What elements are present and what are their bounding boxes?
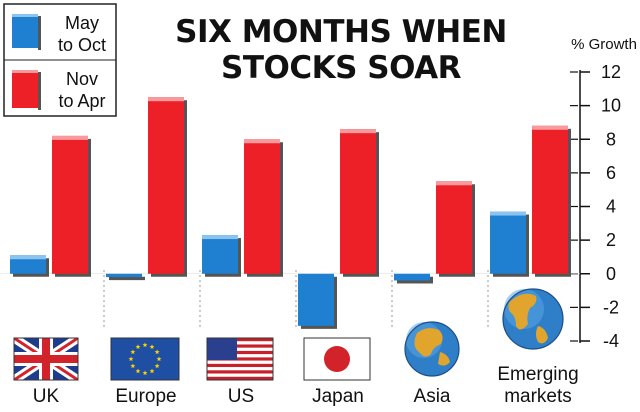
legend-label-may-oct-line-2: to Oct xyxy=(58,35,106,55)
chart-title-line-1: SIX MONTHS WHEN xyxy=(175,14,507,50)
y-axis-label: % Growth xyxy=(571,36,637,53)
y-tick-label: 8 xyxy=(606,129,616,149)
eu-flag-icon xyxy=(110,337,180,381)
category-dividers xyxy=(103,270,489,330)
legend: May to Oct Nov to Apr xyxy=(3,3,117,117)
globe-asia-icon xyxy=(404,321,460,377)
bars xyxy=(0,97,580,329)
bar-nov-apr-us xyxy=(244,139,283,277)
y-tick-label: -2 xyxy=(603,297,619,317)
bar-may-oct-us xyxy=(202,235,241,277)
y-tick-label: 0 xyxy=(606,264,616,284)
bar-may-oct-europe xyxy=(106,273,145,281)
category-label-europe: Europe xyxy=(115,386,176,407)
category-label-asia: Asia xyxy=(414,386,451,407)
uk-flag-icon xyxy=(13,337,79,381)
y-tick-label: -4 xyxy=(603,331,619,351)
bar-may-oct-emerging-markets xyxy=(490,211,529,277)
bar-may-oct-japan xyxy=(298,273,337,329)
y-tick-label: 6 xyxy=(606,163,616,183)
globe-americas-icon xyxy=(502,288,564,350)
legend-label-may-oct-line-1: May xyxy=(65,13,99,33)
bar-nov-apr-japan xyxy=(340,129,379,277)
category-label-japan: Japan xyxy=(312,386,364,407)
y-tick-label: 12 xyxy=(601,62,621,82)
category-label-emerging-markets: Emerging markets xyxy=(497,364,578,407)
y-tick-label: 10 xyxy=(601,96,621,116)
legend-swatch-nov-apr xyxy=(12,70,41,110)
chart-title-line-2: STOCKS SOAR xyxy=(221,50,462,86)
legend-label-nov-apr-line-1: Nov xyxy=(66,69,98,89)
y-tick-label: 4 xyxy=(606,197,616,217)
category-label-us: US xyxy=(228,386,254,407)
bar-nov-apr-emerging-markets xyxy=(532,125,571,277)
bar-may-oct-uk xyxy=(10,255,49,277)
y-axis-ticks: 12 10 8 6 4 2 0 -2 -4 xyxy=(570,62,621,351)
bar-nov-apr-uk xyxy=(52,135,91,277)
us-flag-icon xyxy=(206,337,274,381)
bar-nov-apr-europe xyxy=(148,97,187,277)
bar-nov-apr-asia xyxy=(436,181,475,277)
bar-may-oct-asia xyxy=(394,273,433,284)
legend-label-nov-apr-line-2: to Apr xyxy=(58,91,105,111)
category-label-uk: UK xyxy=(33,386,60,407)
y-tick-label: 2 xyxy=(606,230,616,250)
japan-flag-icon xyxy=(303,337,371,381)
category-labels: UK Europe US Japan Asia Emerging markets xyxy=(33,364,579,407)
legend-swatch-may-oct xyxy=(12,14,41,50)
